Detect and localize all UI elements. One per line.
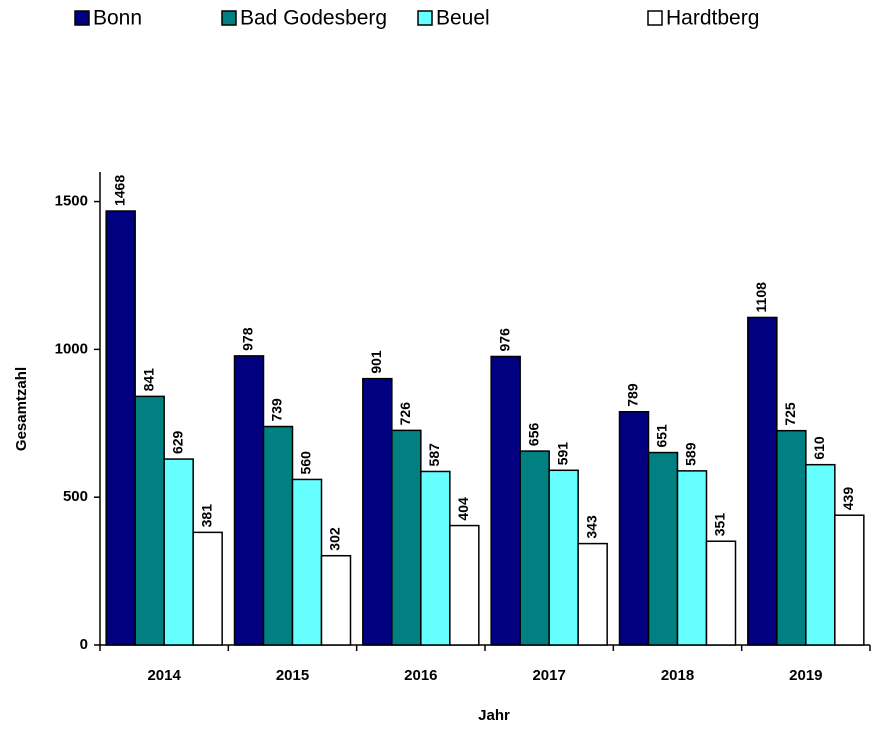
value-label: 560 xyxy=(298,451,314,475)
bar xyxy=(747,316,778,646)
value-label: 789 xyxy=(625,383,641,407)
bar xyxy=(420,470,451,646)
y-tick-label: 1500 xyxy=(55,193,88,210)
value-label: 404 xyxy=(455,497,471,521)
legend-swatch xyxy=(221,10,237,26)
value-label: 587 xyxy=(426,443,442,467)
value-label: 381 xyxy=(198,504,214,528)
bar xyxy=(519,450,550,646)
bar xyxy=(805,463,836,646)
x-tick-label: 2016 xyxy=(404,667,437,684)
bar xyxy=(548,469,579,646)
y-axis-title: Gesamtzahl xyxy=(13,367,30,451)
value-label: 656 xyxy=(525,422,541,446)
y-tick-label: 500 xyxy=(63,488,88,505)
bar xyxy=(577,542,608,646)
bar xyxy=(618,411,650,646)
value-label: 302 xyxy=(327,527,343,551)
bar xyxy=(449,524,480,646)
bar xyxy=(391,429,422,646)
value-label: 651 xyxy=(654,424,670,448)
value-label: 1468 xyxy=(111,175,127,206)
legend-swatch xyxy=(647,10,663,26)
legend-label: Hardtberg xyxy=(666,7,759,30)
x-tick-label: 2018 xyxy=(661,667,694,684)
value-label: 901 xyxy=(368,350,384,374)
x-tick-label: 2014 xyxy=(147,667,181,684)
value-label: 725 xyxy=(782,402,798,426)
bar xyxy=(834,514,865,646)
bar xyxy=(676,470,708,646)
value-label: 343 xyxy=(583,515,599,539)
legend-swatch xyxy=(74,10,90,26)
value-label: 439 xyxy=(840,487,856,511)
x-axis-title: Jahr xyxy=(478,707,510,724)
bar xyxy=(192,531,223,646)
legend-swatch xyxy=(417,10,433,26)
value-label: 351 xyxy=(712,513,728,537)
bar xyxy=(134,395,165,646)
value-label: 1108 xyxy=(753,282,769,313)
value-label: 739 xyxy=(269,398,285,422)
value-label: 629 xyxy=(169,430,185,454)
x-tick-label: 2017 xyxy=(532,667,565,684)
bar xyxy=(291,478,323,646)
bar xyxy=(705,540,737,646)
legend-label: Beuel xyxy=(436,7,490,30)
value-label: 726 xyxy=(397,402,413,426)
bar xyxy=(320,554,352,646)
bar xyxy=(490,355,521,646)
y-tick-label: 0 xyxy=(80,636,88,653)
y-tick-label: 1000 xyxy=(55,340,88,357)
value-label: 976 xyxy=(496,328,512,352)
bar xyxy=(362,377,393,646)
value-label: 841 xyxy=(140,368,156,392)
bar xyxy=(647,451,679,646)
bar xyxy=(105,210,136,646)
x-tick-label: 2019 xyxy=(789,667,822,684)
bar xyxy=(233,355,265,646)
legend-label: Bonn xyxy=(93,7,142,30)
bar xyxy=(776,429,807,646)
legend-label: Bad Godesberg xyxy=(240,7,387,30)
value-label: 978 xyxy=(240,327,256,351)
value-label: 610 xyxy=(811,436,827,460)
value-label: 589 xyxy=(683,442,699,466)
bar xyxy=(262,425,294,646)
bar xyxy=(163,458,194,646)
x-tick-label: 2015 xyxy=(276,667,309,684)
value-label: 591 xyxy=(554,442,570,466)
